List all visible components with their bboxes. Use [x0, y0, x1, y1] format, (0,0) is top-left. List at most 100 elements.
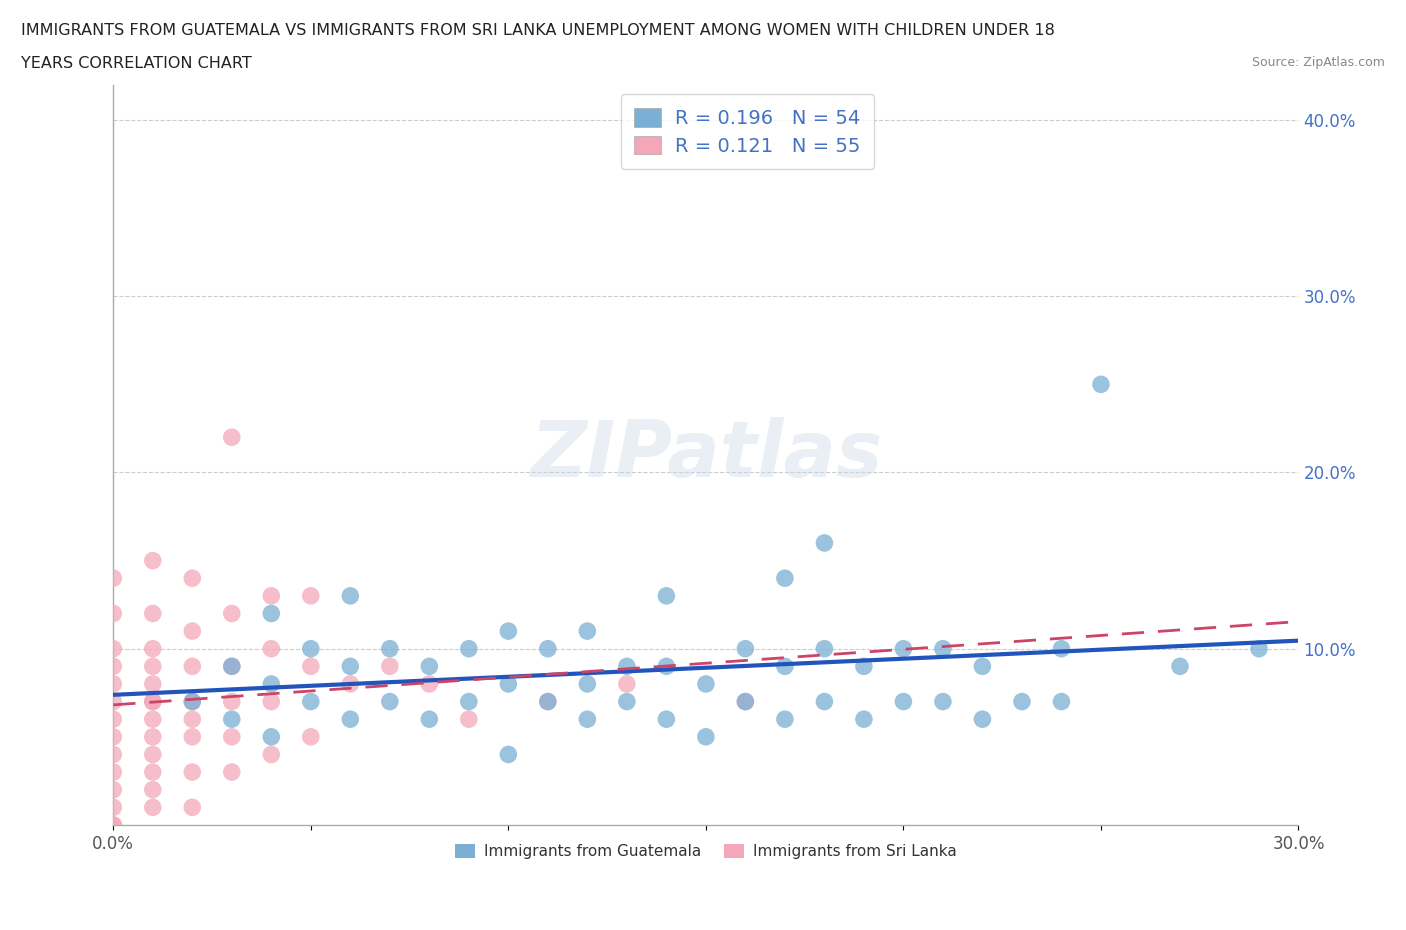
Point — [142, 800, 165, 815]
Point — [932, 642, 955, 657]
Point — [181, 694, 204, 709]
Point — [695, 729, 717, 744]
Point — [142, 729, 165, 744]
Point — [537, 694, 560, 709]
Point — [616, 694, 638, 709]
Point — [103, 571, 125, 586]
Point — [378, 694, 401, 709]
Point — [221, 729, 243, 744]
Point — [260, 642, 283, 657]
Point — [181, 764, 204, 779]
Point — [260, 676, 283, 691]
Point — [181, 624, 204, 639]
Point — [378, 642, 401, 657]
Point — [576, 676, 599, 691]
Point — [1050, 642, 1073, 657]
Point — [893, 694, 915, 709]
Point — [142, 694, 165, 709]
Point — [457, 711, 479, 726]
Point — [142, 782, 165, 797]
Point — [103, 782, 125, 797]
Point — [103, 642, 125, 657]
Point — [339, 711, 361, 726]
Point — [418, 676, 440, 691]
Point — [418, 711, 440, 726]
Point — [457, 642, 479, 657]
Point — [103, 764, 125, 779]
Point — [576, 711, 599, 726]
Point — [142, 747, 165, 762]
Point — [221, 764, 243, 779]
Point — [893, 642, 915, 657]
Point — [103, 800, 125, 815]
Point — [537, 642, 560, 657]
Point — [932, 694, 955, 709]
Point — [813, 642, 835, 657]
Point — [103, 676, 125, 691]
Point — [221, 430, 243, 445]
Point — [339, 589, 361, 604]
Point — [181, 729, 204, 744]
Point — [299, 589, 322, 604]
Point — [181, 694, 204, 709]
Point — [260, 606, 283, 621]
Point — [142, 642, 165, 657]
Point — [221, 658, 243, 673]
Point — [655, 658, 678, 673]
Point — [142, 764, 165, 779]
Point — [260, 694, 283, 709]
Point — [1247, 642, 1270, 657]
Point — [299, 694, 322, 709]
Point — [1050, 694, 1073, 709]
Point — [103, 817, 125, 832]
Point — [1168, 658, 1191, 673]
Point — [103, 694, 125, 709]
Point — [103, 729, 125, 744]
Point — [181, 711, 204, 726]
Point — [734, 642, 756, 657]
Point — [498, 747, 520, 762]
Point — [142, 694, 165, 709]
Point — [339, 676, 361, 691]
Point — [537, 694, 560, 709]
Point — [813, 536, 835, 551]
Point — [773, 571, 796, 586]
Point — [299, 658, 322, 673]
Point — [142, 711, 165, 726]
Point — [103, 658, 125, 673]
Point — [616, 658, 638, 673]
Point — [103, 606, 125, 621]
Point — [498, 676, 520, 691]
Text: ZIPatlas: ZIPatlas — [530, 417, 882, 493]
Point — [260, 729, 283, 744]
Point — [972, 658, 994, 673]
Point — [418, 658, 440, 673]
Point — [299, 729, 322, 744]
Point — [813, 694, 835, 709]
Point — [378, 658, 401, 673]
Point — [221, 694, 243, 709]
Point — [616, 676, 638, 691]
Point — [103, 711, 125, 726]
Point — [142, 658, 165, 673]
Point — [773, 711, 796, 726]
Text: IMMIGRANTS FROM GUATEMALA VS IMMIGRANTS FROM SRI LANKA UNEMPLOYMENT AMONG WOMEN : IMMIGRANTS FROM GUATEMALA VS IMMIGRANTS … — [21, 23, 1054, 38]
Point — [339, 658, 361, 673]
Point — [142, 606, 165, 621]
Point — [1011, 694, 1033, 709]
Point — [260, 747, 283, 762]
Point — [181, 658, 204, 673]
Point — [852, 711, 875, 726]
Point — [655, 589, 678, 604]
Point — [103, 817, 125, 832]
Point — [181, 800, 204, 815]
Point — [773, 658, 796, 673]
Point — [181, 571, 204, 586]
Point — [852, 658, 875, 673]
Legend: Immigrants from Guatemala, Immigrants from Sri Lanka: Immigrants from Guatemala, Immigrants fr… — [449, 838, 963, 866]
Point — [221, 658, 243, 673]
Point — [457, 694, 479, 709]
Point — [142, 676, 165, 691]
Point — [695, 676, 717, 691]
Text: YEARS CORRELATION CHART: YEARS CORRELATION CHART — [21, 56, 252, 71]
